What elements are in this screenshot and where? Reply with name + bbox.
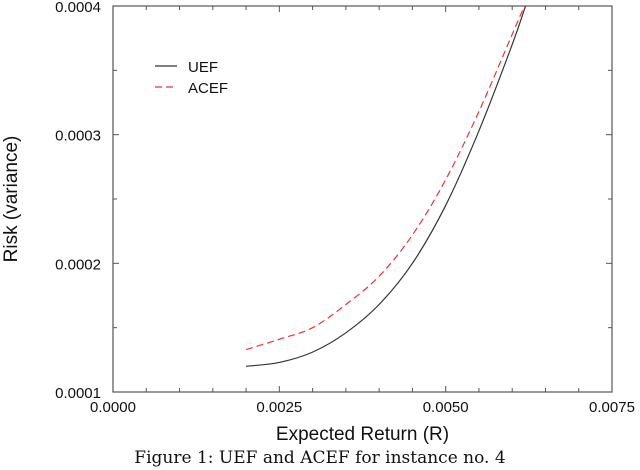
series-line-acef (245, 6, 526, 351)
x-tick-label: 0.0075 (589, 399, 635, 416)
x-axis-label: Expected Return (R) (276, 424, 449, 445)
y-tick-label: 0.0004 (55, 0, 101, 16)
x-tick-label: 0.0025 (256, 399, 302, 416)
x-tick-label: 0.0050 (423, 399, 469, 416)
y-tick-label: 0.0003 (55, 128, 101, 145)
y-tick-label: 0.0001 (55, 385, 101, 402)
y-tick-label: 0.0002 (55, 256, 101, 273)
chart: 0.0000 0.0025 0.0050 0.0075 0.0001 0.0002 0.00… (1, 0, 635, 445)
legend-label-acef: ACEF (188, 80, 228, 97)
legend-label-uef: UEF (188, 59, 218, 76)
x-tick-label: 0.0000 (90, 399, 136, 416)
series-line-uef (245, 6, 527, 367)
figure-caption: Figure 1: UEF and ACEF for instance no. … (134, 448, 506, 468)
y-axis-label: Risk (variance) (1, 136, 22, 263)
